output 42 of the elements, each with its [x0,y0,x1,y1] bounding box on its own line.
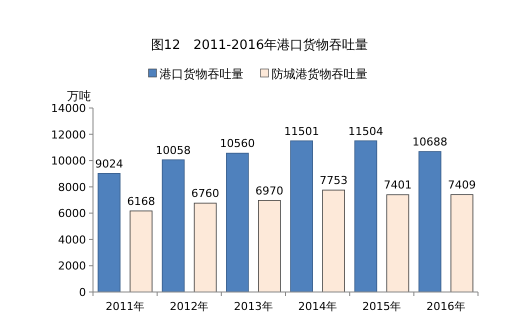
bar [418,151,442,292]
bar [226,152,249,292]
data-label: 6168 [127,194,156,208]
y-tick-label: 6000 [58,207,86,220]
data-label: 11501 [284,124,320,138]
bar [98,173,120,292]
x-tick-label: 2012年 [170,300,209,313]
chart-title: 图12 2011-2016年港口货物吞吐量 [150,38,368,53]
y-tick-label: 14000 [51,102,86,115]
data-label: 9024 [95,157,124,170]
bar [354,140,378,292]
legend-label: 港口货物吞吐量 [160,67,244,81]
data-label: 10688 [412,136,448,149]
y-tick-label: 2000 [58,260,86,273]
y-tick-label: 10000 [51,154,86,168]
x-tick-label: 2013年 [234,300,273,313]
x-tick-label: 2014年 [298,300,338,313]
y-tick-label: 0 [79,286,86,299]
bar [258,200,281,292]
data-label: 7753 [320,174,348,188]
bar [194,202,217,292]
y-tick-label: 8000 [58,180,86,194]
bar [386,194,410,292]
data-label: 10058 [156,144,191,157]
x-tick-label: 2015年 [362,300,402,313]
y-axis-title: 万吨 [67,89,91,103]
bar [162,159,185,292]
y-tick-label: 12000 [51,128,86,142]
bar [130,210,152,292]
data-label: 7409 [448,178,476,192]
data-label: 6970 [255,184,284,198]
x-tick-label: 2011年 [106,300,145,313]
x-tick-label: 2016年 [426,300,466,313]
data-label: 7401 [384,178,412,192]
data-label: 11504 [348,124,384,138]
bar [290,140,313,292]
data-label: 10560 [220,137,255,150]
data-label: 6760 [191,187,220,200]
legend-label: 防城港货物吞吐量 [272,67,368,81]
y-tick-label: 4000 [58,233,86,246]
bar [450,194,474,292]
bar [322,190,345,292]
